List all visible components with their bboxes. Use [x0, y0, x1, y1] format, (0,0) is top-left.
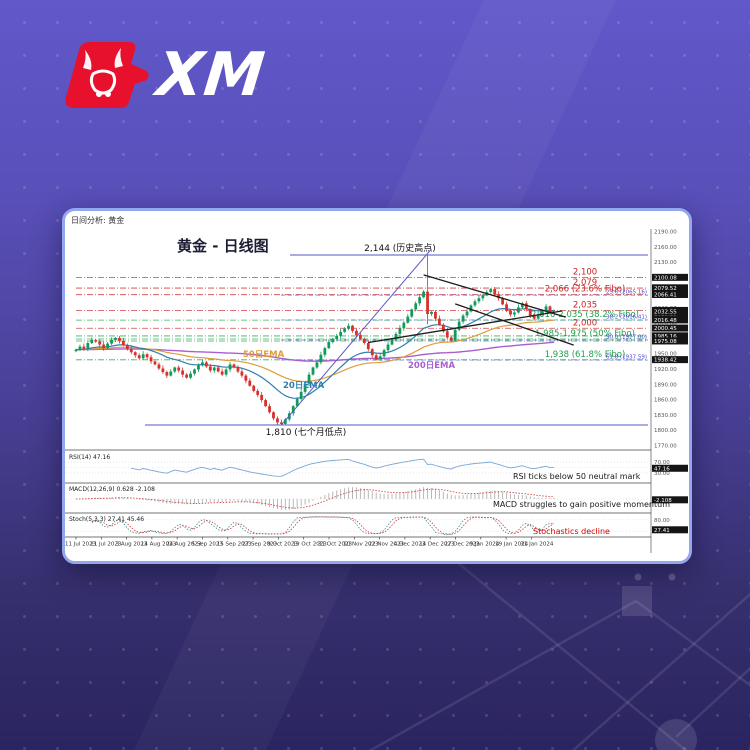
svg-text:1985.16: 1985.16: [654, 334, 677, 340]
svg-text:1800.00: 1800.00: [654, 428, 677, 434]
svg-text:RSI(14) 47.16: RSI(14) 47.16: [69, 454, 110, 461]
svg-text:1950.00: 1950.00: [654, 352, 677, 358]
svg-text:2066.41: 2066.41: [654, 292, 677, 298]
svg-text:50.0 (1977.00): 50.0 (1977.00): [606, 334, 647, 340]
svg-text:2160.00: 2160.00: [654, 245, 677, 251]
svg-text:9 Oct 2023: 9 Oct 2023: [267, 542, 298, 548]
svg-text:2,016-2,035 (38.2% Fibo): 2,016-2,035 (38.2% Fibo): [531, 310, 639, 320]
svg-text:21 Jul 2023: 21 Jul 2023: [90, 542, 122, 548]
svg-text:1830.00: 1830.00: [654, 413, 677, 419]
svg-text:22 Nov 2023: 22 Nov 2023: [369, 542, 405, 548]
svg-text:23.6 (2065.16): 23.6 (2065.16): [606, 290, 647, 296]
stoch-d-line: [91, 516, 555, 535]
macd-annotation: MACD struggles to gain positive momentum: [493, 500, 670, 509]
svg-text:2032.55: 2032.55: [654, 310, 677, 316]
svg-text:1975.08: 1975.08: [654, 339, 677, 345]
rsi-annotation: RSI ticks below 50 neutral mark: [513, 472, 641, 481]
svg-text:1,938 (61.8% Fibo): 1,938 (61.8% Fibo): [545, 350, 626, 360]
svg-text:19 Jan 2024: 19 Jan 2024: [495, 542, 528, 548]
svg-text:9 Jan 2024: 9 Jan 2024: [470, 542, 500, 548]
svg-text:1890.00: 1890.00: [654, 382, 677, 388]
svg-text:14 Aug 2023: 14 Aug 2023: [141, 542, 177, 548]
brand-wordmark: XM: [153, 40, 269, 110]
svg-text:30.00: 30.00: [654, 471, 670, 477]
svg-text:1938.42: 1938.42: [654, 358, 677, 364]
svg-text:50日EMA: 50日EMA: [243, 350, 285, 360]
svg-text:61.8 (1937.59): 61.8 (1937.59): [606, 355, 647, 361]
stoch-k-line: [91, 516, 554, 535]
candles-group: [74, 255, 556, 426]
ema50-line: [75, 319, 554, 383]
svg-text:200日EMA: 200日EMA: [408, 361, 456, 371]
svg-text:2079.52: 2079.52: [654, 286, 677, 292]
svg-text:2010.00: 2010.00: [654, 321, 677, 327]
svg-text:1,810 (七个月低点): 1,810 (七个月低点): [266, 426, 347, 438]
svg-text:31 Jan 2024: 31 Jan 2024: [520, 542, 553, 548]
svg-text:24 Aug 2023: 24 Aug 2023: [166, 542, 202, 548]
svg-text:47.16: 47.16: [654, 466, 670, 472]
chart-title: 黄金 - 日线图: [177, 237, 269, 255]
svg-text:2,100: 2,100: [573, 267, 597, 277]
svg-text:15 Sep 2023: 15 Sep 2023: [217, 542, 252, 548]
svg-text:2,066 (23.6% Fibo): 2,066 (23.6% Fibo): [545, 285, 626, 295]
svg-text:2130.00: 2130.00: [654, 260, 677, 266]
trendline: [423, 274, 566, 318]
macd-signal-line: [76, 488, 554, 509]
svg-text:3 Aug 2023: 3 Aug 2023: [116, 542, 148, 548]
svg-text:Stoch(5,3,3) 27.41 45.46: Stoch(5,3,3) 27.41 45.46: [69, 516, 144, 523]
svg-text:1770.00: 1770.00: [654, 443, 677, 449]
trendline: [454, 303, 574, 346]
svg-text:10 Nov 2023: 10 Nov 2023: [343, 542, 379, 548]
svg-text:-2.108: -2.108: [654, 498, 672, 504]
svg-text:2,000: 2,000: [573, 318, 597, 328]
svg-text:1,985-1,975 (50% Fibo): 1,985-1,975 (50% Fibo): [535, 329, 635, 339]
svg-text:27.41: 27.41: [654, 528, 670, 534]
svg-text:2100.08: 2100.08: [654, 275, 677, 281]
svg-text:5 Sep 2023: 5 Sep 2023: [192, 542, 224, 548]
ema20-line: [75, 307, 554, 399]
trendline: [368, 310, 562, 344]
stoch-annotation: Stochastics decline: [533, 527, 610, 536]
svg-text:2,144 (历史高点): 2,144 (历史高点): [364, 242, 436, 254]
rsi-line: [131, 458, 554, 477]
svg-text:2000.45: 2000.45: [654, 326, 677, 332]
svg-text:20日EMA: 20日EMA: [283, 381, 325, 391]
svg-text:2016.48: 2016.48: [654, 318, 677, 324]
svg-text:4 Dec 2023: 4 Dec 2023: [394, 542, 426, 548]
svg-text:38.2 (2016.41): 38.2 (2016.41): [606, 314, 647, 320]
svg-text:70.00: 70.00: [654, 460, 670, 466]
svg-text:MACD(12,26,9) 0.628 -2.108: MACD(12,26,9) 0.628 -2.108: [69, 486, 155, 493]
svg-text:31 Oct 2023: 31 Oct 2023: [318, 542, 353, 548]
ema200-line: [75, 341, 555, 362]
svg-text:1860.00: 1860.00: [654, 398, 677, 404]
svg-text:2,079: 2,079: [573, 278, 597, 288]
svg-text:19 Oct 2023: 19 Oct 2023: [293, 542, 328, 548]
svg-text:14 Dec 2023: 14 Dec 2023: [419, 542, 455, 548]
analysis-chart-panel: 2,100 2,079 2,066 (23.6% Fibo) 2,035 2,016-2…: [62, 208, 692, 564]
xm-bull-icon: [65, 42, 149, 109]
svg-text:2,035: 2,035: [573, 300, 597, 310]
svg-text:2190.00: 2190.00: [654, 230, 677, 236]
svg-text:80.00: 80.00: [654, 518, 670, 524]
panel-corner-note: 日间分析: 黄金: [71, 216, 125, 225]
svg-text:11 Jul 2023: 11 Jul 2023: [65, 542, 97, 548]
svg-text:27 Sep 2023: 27 Sep 2023: [242, 542, 277, 548]
decor-square-node: [622, 586, 652, 616]
xm-logo: XM: [55, 38, 269, 112]
svg-text:27 Dec 2023: 27 Dec 2023: [445, 542, 481, 548]
trendline: [281, 248, 432, 426]
svg-text:1920.00: 1920.00: [654, 367, 677, 373]
decor-circle-node: [655, 719, 697, 750]
